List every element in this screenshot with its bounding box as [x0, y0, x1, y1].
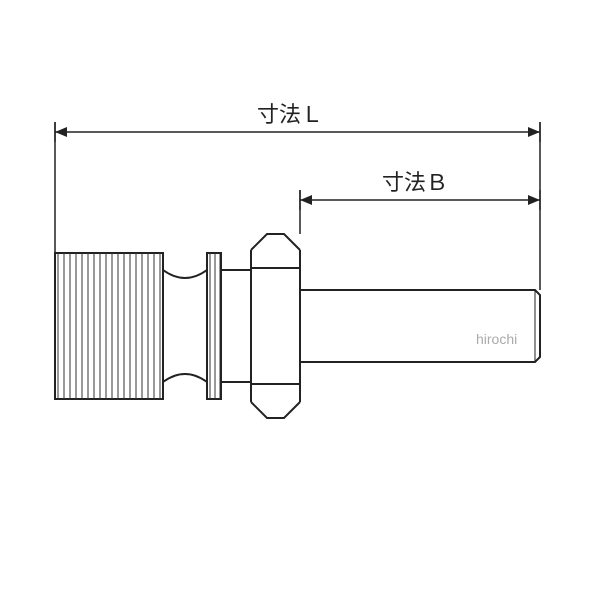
watermark-text: hirochi [476, 331, 517, 347]
technical-drawing: hirochi 寸法Ｌ 寸法Ｂ [0, 0, 600, 600]
dimensions [55, 122, 540, 290]
dimension-label-l: 寸法Ｌ [257, 102, 323, 127]
dimension-label-b: 寸法Ｂ [382, 170, 448, 195]
part-outline [55, 234, 540, 418]
